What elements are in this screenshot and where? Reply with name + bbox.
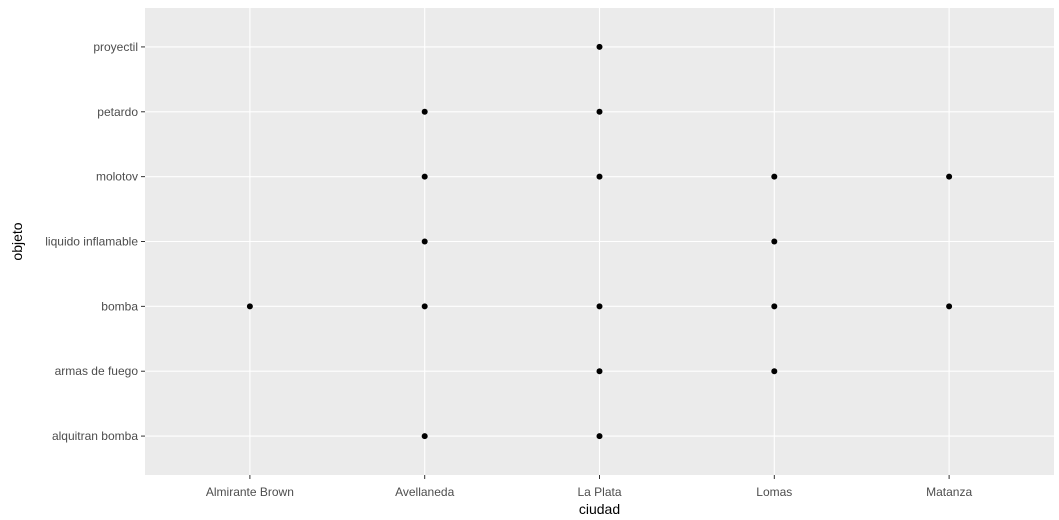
y-tick-label: bomba [101, 299, 138, 313]
x-axis-title: ciudad [579, 501, 620, 517]
data-point [596, 433, 603, 440]
data-point [421, 303, 428, 310]
x-tick-label: Lomas [756, 485, 792, 499]
x-tick-label: Almirante Brown [206, 485, 294, 499]
data-point [946, 173, 953, 180]
y-tick-label: armas de fuego [55, 364, 139, 378]
y-tick-label: liquido inflamable [45, 235, 138, 249]
data-point [421, 108, 428, 115]
data-point [771, 303, 778, 310]
y-tick-label: molotov [96, 170, 138, 184]
data-point [771, 238, 778, 245]
x-tick-labels: Almirante Brown Avellaneda La Plata Lomas Ma… [206, 485, 973, 499]
data-point [421, 433, 428, 440]
data-point [596, 303, 603, 310]
data-point [596, 108, 603, 115]
y-axis-title: objeto [9, 222, 25, 260]
y-tick-label: proyectil [93, 40, 138, 54]
y-tick-label: alquitran bomba [52, 429, 138, 443]
x-tick-label: La Plata [577, 485, 621, 499]
data-point [421, 173, 428, 180]
axis-ticks [141, 46, 950, 479]
data-points [246, 43, 953, 440]
x-tick-label: Matanza [926, 485, 972, 499]
data-point [596, 43, 603, 50]
x-tick-label: Avellaneda [395, 485, 454, 499]
data-point [596, 368, 603, 375]
y-tick-labels: alquitran bomba armas de fuego bomba liquid… [45, 40, 138, 443]
data-point [771, 368, 778, 375]
y-tick-label: petardo [97, 105, 138, 119]
data-point [946, 303, 953, 310]
data-point [596, 173, 603, 180]
data-point [421, 238, 428, 245]
data-point [246, 303, 253, 310]
data-point [771, 173, 778, 180]
